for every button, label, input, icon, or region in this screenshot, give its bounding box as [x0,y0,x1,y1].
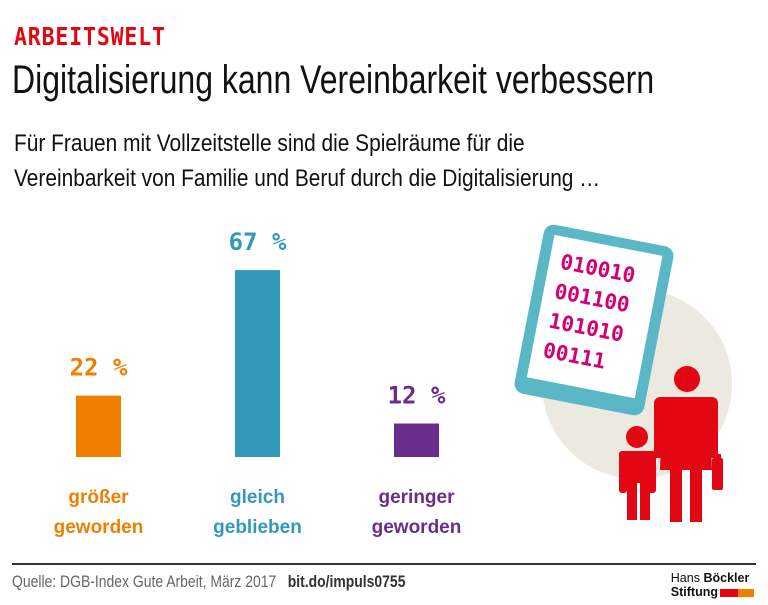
logo-text-stiftung: Stiftung [670,585,718,599]
page-title: Digitalisierung kann Vereinbarkeit verbe… [12,58,655,102]
source-text: Quelle: DGB-Index Gute Arbeit, März 2017 [12,572,277,591]
bars-group: 22 % größer geworden 67 % gleich geblieben 12 … [54,228,462,538]
value-label-0: 22 % [70,354,128,382]
category-label-0-line-0: größer [68,487,129,508]
category-label-1-line-0: gleich [230,487,285,508]
value-label-1: 67 % [229,228,287,256]
hans-boeckler-logo: Hans Böckler Stiftung [671,571,754,599]
subtitle-line-2: Vereinbarkeit von Familie und Beruf durc… [14,165,601,192]
logo-text-boeckler: Böckler [703,571,750,585]
category-label-2-line-1: geworden [372,517,462,538]
bar-1 [235,270,280,457]
logo-text-hans: Hans [670,571,700,585]
woman-icon [654,366,723,522]
category-label-0-line-1: geworden [54,517,144,538]
subtitle-line-1: Für Frauen mit Vollzeitstelle sind die S… [14,130,525,157]
logo-orange-bar [738,588,754,597]
source-note: Quelle: DGB-Index Gute Arbeit, März 2017… [12,572,405,592]
bar-2 [394,423,439,457]
logo-red-bar [720,588,738,597]
section-kicker: ARBEITSWELT [14,22,166,51]
bar-0 [76,395,121,457]
value-label-2: 12 % [388,382,446,410]
child-icon [619,426,656,520]
footer-divider [12,563,756,565]
subtitle: Für Frauen mit Vollzeitstelle sind die S… [14,126,600,196]
category-label-2-line-0: geringer [378,487,455,508]
category-label-1-line-1: geblieben [213,517,302,538]
source-link[interactable]: bit.do/impuls0755 [287,572,406,591]
